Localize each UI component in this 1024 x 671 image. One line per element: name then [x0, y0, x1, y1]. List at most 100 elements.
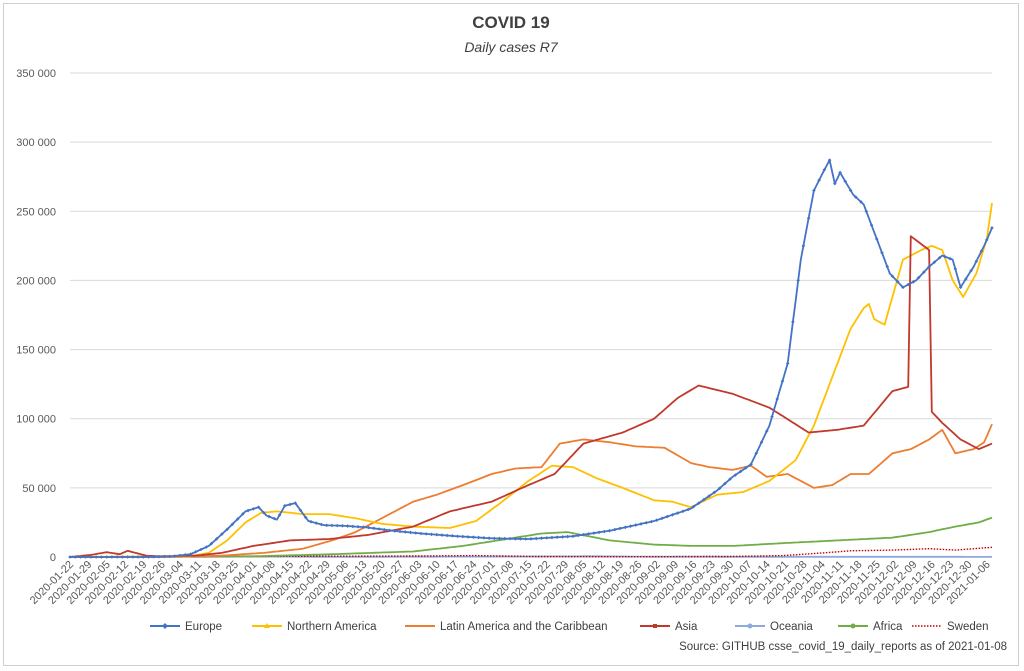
- data-point: [199, 547, 203, 552]
- data-point: [167, 554, 172, 559]
- series-northern-america: [70, 202, 993, 558]
- data-point: [806, 216, 811, 220]
- data-point: [681, 509, 685, 514]
- data-point: [282, 504, 287, 508]
- data-point: [770, 414, 774, 419]
- data-point: [319, 522, 324, 527]
- data-point: [68, 555, 72, 559]
- data-point: [335, 523, 339, 528]
- data-point: [303, 515, 308, 520]
- data-point: [518, 537, 523, 541]
- data-point: [660, 516, 664, 521]
- data-point: [230, 522, 235, 527]
- data-point: [225, 527, 229, 532]
- data-point: [408, 530, 413, 535]
- legend-item: Africa: [838, 621, 903, 633]
- legend-label: Northern America: [287, 621, 377, 633]
- legend-marker: [850, 623, 856, 629]
- data-point: [916, 275, 921, 280]
- legend-item: Asia: [640, 621, 698, 633]
- data-point: [691, 505, 696, 509]
- series-asia: [69, 235, 993, 558]
- data-point: [419, 531, 423, 536]
- data-point: [644, 520, 649, 525]
- data-point: [298, 508, 303, 513]
- legend-marker: [162, 623, 168, 629]
- data-point: [372, 526, 376, 531]
- data-point: [78, 555, 83, 559]
- series-latin-america-and-the-caribbean: [70, 423, 993, 558]
- data-point: [796, 278, 800, 283]
- series-lines: [68, 158, 994, 559]
- data-point: [853, 195, 858, 199]
- data-point: [633, 523, 638, 527]
- data-point: [812, 188, 816, 193]
- data-point: [377, 527, 381, 531]
- data-point: [413, 531, 418, 535]
- data-point: [817, 178, 821, 182]
- data-point: [717, 486, 722, 491]
- data-point: [586, 532, 591, 536]
- data-point: [565, 534, 570, 539]
- data-point: [602, 529, 607, 534]
- gridlines: [70, 72, 992, 489]
- data-point: [99, 555, 104, 559]
- series-line: [70, 159, 993, 558]
- legend-label: Latin America and the Caribbean: [440, 621, 608, 633]
- data-point: [869, 223, 874, 227]
- data-point: [775, 397, 780, 401]
- data-point: [324, 523, 329, 528]
- data-point: [440, 533, 444, 537]
- data-point: [450, 534, 455, 538]
- data-point: [712, 490, 717, 495]
- data-point: [429, 532, 434, 537]
- data-point: [272, 516, 277, 521]
- data-point: [895, 280, 900, 284]
- data-point: [827, 158, 832, 162]
- data-point: [131, 555, 135, 559]
- data-point: [152, 554, 156, 559]
- y-tick-label: 150 000: [16, 345, 56, 357]
- data-point: [979, 249, 984, 253]
- data-point: [780, 379, 785, 383]
- data-point: [392, 529, 397, 533]
- data-point: [953, 267, 958, 271]
- data-point: [487, 536, 491, 540]
- data-point: [885, 264, 890, 269]
- data-point: [120, 555, 125, 559]
- legend-item: Oceania: [735, 621, 813, 633]
- data-point: [110, 555, 114, 559]
- data-point: [157, 554, 161, 559]
- data-point: [628, 524, 633, 528]
- y-tick-label: 0: [50, 552, 56, 564]
- chart-title: COVID 19: [472, 13, 549, 32]
- data-point: [104, 555, 109, 559]
- data-point: [345, 524, 350, 528]
- data-point: [759, 440, 764, 445]
- data-point: [932, 260, 937, 264]
- data-point: [906, 282, 910, 287]
- data-point: [172, 554, 177, 558]
- data-point: [209, 541, 214, 546]
- data-point: [922, 270, 926, 274]
- y-tick-label: 100 000: [16, 414, 56, 426]
- data-point: [387, 528, 392, 533]
- data-point: [534, 536, 539, 541]
- data-point: [707, 494, 711, 498]
- data-point: [455, 534, 460, 539]
- data-point: [204, 545, 209, 549]
- x-axis-ticks: 2020-01-222020-01-292020-02-052020-02-12…: [28, 559, 993, 607]
- data-point: [178, 553, 182, 558]
- data-point: [733, 473, 738, 477]
- y-tick-label: 300 000: [16, 137, 56, 149]
- data-point: [686, 507, 690, 512]
- series-line: [70, 516, 993, 558]
- data-point: [822, 168, 827, 172]
- data-point: [675, 511, 680, 515]
- data-point: [267, 514, 271, 519]
- data-point: [649, 519, 654, 524]
- data-point: [235, 517, 240, 521]
- chart-subtitle: Daily cases R7: [464, 39, 559, 55]
- data-point: [351, 524, 355, 529]
- data-point: [738, 469, 743, 474]
